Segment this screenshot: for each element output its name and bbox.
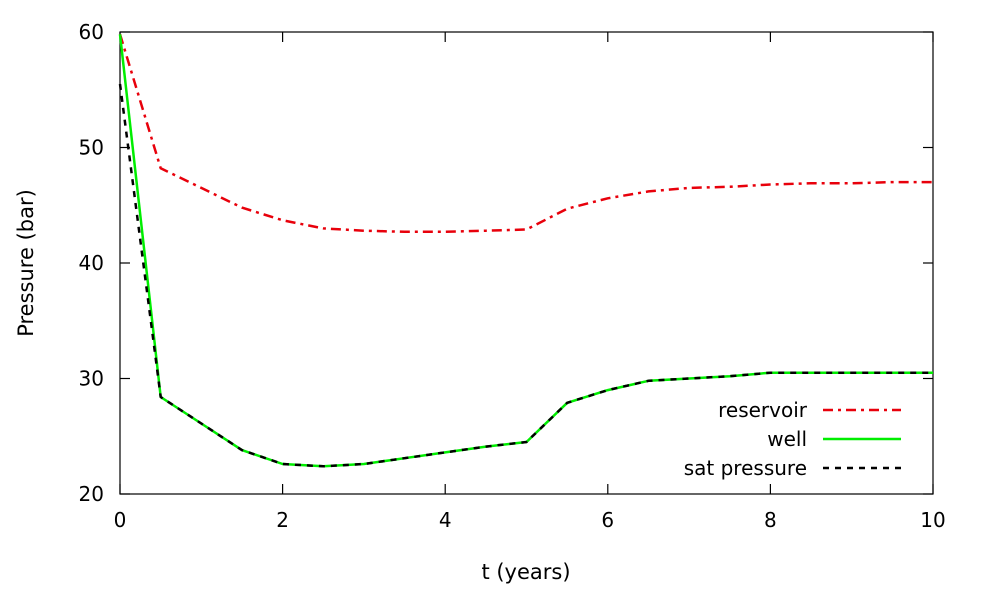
x-tick-label: 10 xyxy=(920,508,945,532)
y-tick-label: 50 xyxy=(79,136,104,160)
legend-label: well xyxy=(767,427,807,451)
legend-label: sat pressure xyxy=(684,456,807,480)
x-tick-label: 4 xyxy=(439,508,452,532)
y-tick-label: 30 xyxy=(79,367,104,391)
x-tick-label: 2 xyxy=(276,508,289,532)
x-axis-label: t (years) xyxy=(481,560,570,584)
series-lines xyxy=(118,33,933,468)
legend: reservoir well sat pressure xyxy=(684,398,901,480)
series-line-reservoir xyxy=(118,33,933,234)
y-tick-label: 60 xyxy=(79,20,104,44)
axis-ticks: 0 2 4 6 8 10 20 30 40 50 60 xyxy=(79,20,946,532)
plot-frame xyxy=(119,31,934,495)
series-line-well xyxy=(118,34,933,468)
y-axis-label: Pressure (bar) xyxy=(14,189,38,337)
x-tick-label: 6 xyxy=(601,508,614,532)
series-line-sat-pressure xyxy=(118,83,933,468)
x-tick-label: 8 xyxy=(764,508,777,532)
y-tick-label: 40 xyxy=(79,251,104,275)
legend-label: reservoir xyxy=(718,398,808,422)
y-tick-label: 20 xyxy=(79,482,104,506)
x-tick-label: 0 xyxy=(114,508,127,532)
